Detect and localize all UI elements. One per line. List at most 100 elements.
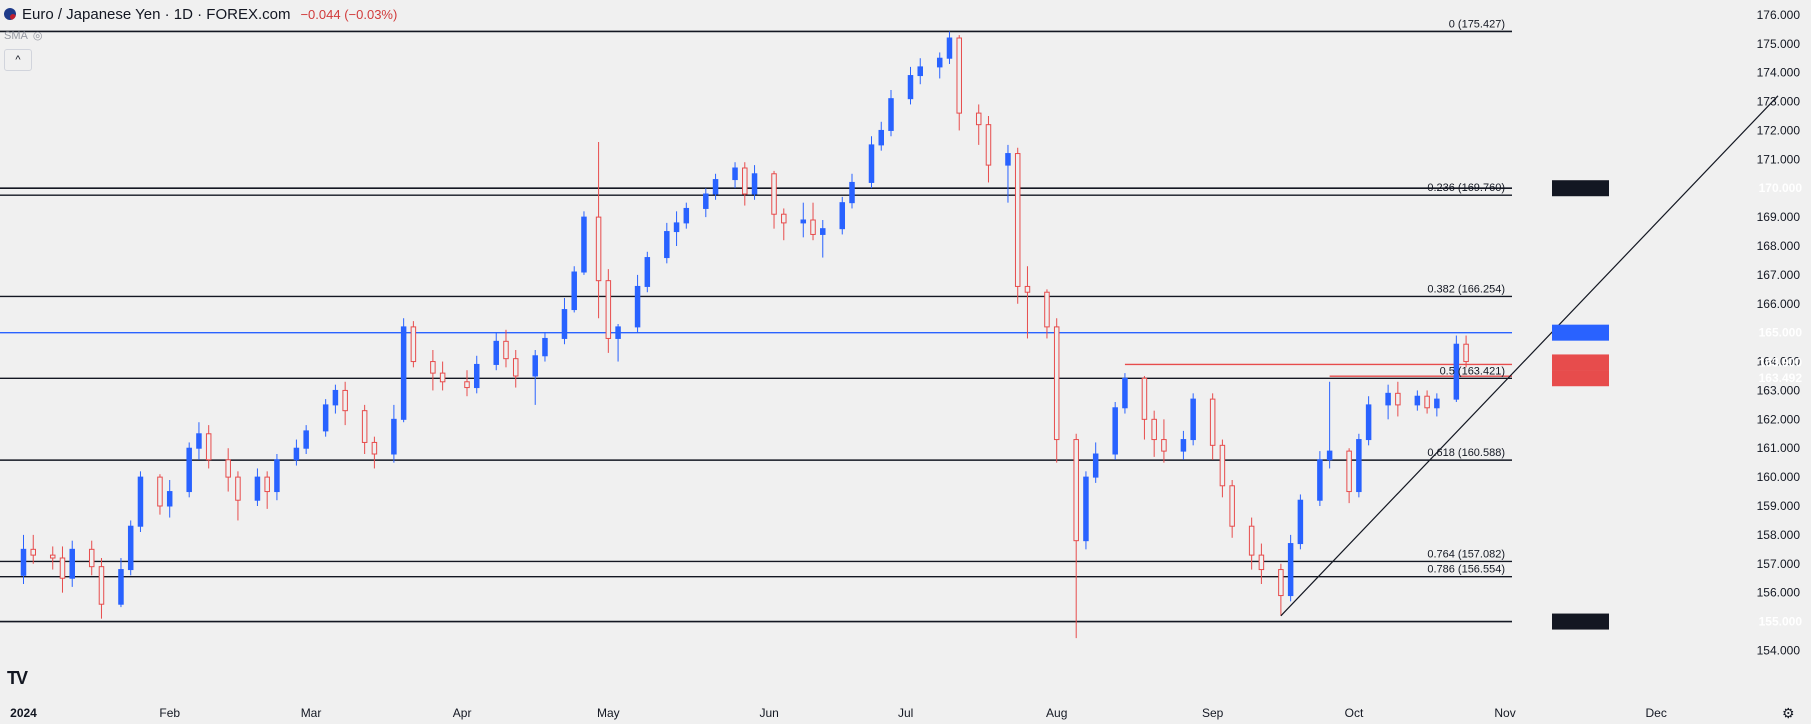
- candle-body: [118, 569, 124, 605]
- candle-body: [1141, 377, 1148, 420]
- price-tick-label: 172.000: [1757, 123, 1801, 137]
- candle-body: [1053, 326, 1060, 441]
- fib-label: 0 (175.427): [1449, 18, 1505, 30]
- time-tick-label: Apr: [453, 706, 472, 720]
- time-axis[interactable]: 2024 Feb Mar Apr May Jun Jul Aug Sep Oct Nov Dec: [10, 706, 1667, 720]
- horizontal-levels: [0, 30, 1512, 623]
- fib-label: 0.786 (156.554): [1427, 564, 1505, 576]
- price-tick-label: 159.000: [1757, 499, 1801, 513]
- time-tick-label: Nov: [1494, 706, 1515, 720]
- time-tick-label: Mar: [301, 706, 322, 720]
- candle-body: [1356, 439, 1362, 493]
- eye-icon[interactable]: ◎: [32, 30, 43, 42]
- candle-body: [956, 37, 962, 114]
- price-change: −0.044 (−0.03%): [300, 6, 398, 22]
- candle-body: [1346, 450, 1352, 493]
- candle-body: [1044, 291, 1050, 328]
- trendline-layer: [1280, 95, 1779, 617]
- candle-body: [888, 98, 894, 131]
- candle-body: [1161, 439, 1167, 452]
- price-tick-label: 173.000: [1757, 95, 1801, 109]
- candle-body: [1317, 459, 1323, 501]
- candle-body: [849, 181, 855, 204]
- sma-label[interactable]: SMA: [4, 29, 28, 42]
- price-tick-label: 162.000: [1757, 412, 1801, 426]
- candle-body: [946, 37, 953, 59]
- price-tick-label: 163.000: [1757, 383, 1801, 397]
- candle-body: [1463, 343, 1469, 363]
- price-label-box: [1552, 613, 1609, 630]
- time-tick-label: Aug: [1046, 706, 1067, 720]
- price-tick-label: 158.000: [1757, 528, 1801, 542]
- candle-body: [771, 173, 777, 215]
- price-tick-label: 176.000: [1757, 8, 1801, 22]
- price-tick-label: 154.000: [1757, 643, 1801, 657]
- red-price-label-text: 163.900: [1759, 355, 1803, 369]
- time-tick-label: Oct: [1345, 706, 1364, 720]
- chevron-up-icon: ^: [15, 54, 21, 66]
- candle-body: [595, 216, 602, 282]
- candle-body: [235, 476, 241, 501]
- red-price-label-box: [1552, 370, 1609, 387]
- candle-body: [1453, 343, 1460, 400]
- candle-body: [410, 326, 417, 363]
- candle-body: [810, 219, 816, 235]
- candle-body: [137, 476, 144, 527]
- candle-body: [634, 285, 641, 328]
- time-tick-label: May: [597, 706, 620, 720]
- candle-body: [644, 257, 651, 287]
- price-tick-label: 156.000: [1757, 586, 1801, 600]
- price-label-box: [1552, 324, 1609, 341]
- candle-body: [1219, 444, 1226, 487]
- candle-body: [1122, 377, 1128, 409]
- candle-body: [1258, 554, 1265, 571]
- candle-body: [512, 358, 519, 377]
- price-tick-label: 161.000: [1757, 441, 1801, 455]
- candle-body: [1083, 476, 1089, 542]
- indicator-legend[interactable]: SMA ◎: [4, 29, 43, 43]
- fib-labels: 0 (175.427) 0.236 (169.760) 0.382 (166.254…: [1427, 18, 1505, 575]
- price-label-box: [1552, 180, 1609, 197]
- trendline: [1280, 95, 1779, 617]
- candle-body: [781, 213, 787, 224]
- time-tick-label: Feb: [159, 706, 180, 720]
- candle-body: [742, 167, 748, 195]
- candle-body: [1414, 395, 1421, 406]
- candle-body: [1365, 404, 1372, 441]
- price-axis[interactable]: 154.000 156.000 157.000 158.000 159.000 160.0…: [1552, 8, 1802, 658]
- fib-label: 0.764 (157.082): [1427, 548, 1505, 560]
- time-tick-label: Dec: [1645, 706, 1666, 720]
- candle-body: [985, 124, 992, 166]
- price-tick-label: 169.000: [1757, 210, 1801, 224]
- candle-body: [332, 389, 339, 406]
- candle-body: [69, 548, 75, 579]
- candle-body: [98, 566, 105, 605]
- tradingview-logo[interactable]: TV: [7, 668, 28, 688]
- time-tick-label: 2024: [10, 706, 37, 720]
- time-tick-label: Jun: [759, 706, 778, 720]
- candle-body: [907, 75, 914, 100]
- candle-body: [1248, 525, 1255, 556]
- collapse-legend-button[interactable]: ^: [4, 49, 32, 71]
- candle-body: [1092, 453, 1099, 478]
- red-price-label-text: 163.492: [1759, 371, 1803, 385]
- flag-icon: [4, 8, 16, 20]
- candle-body: [439, 372, 446, 383]
- price-tick-label: 167.000: [1757, 268, 1801, 282]
- candle-body: [820, 228, 826, 235]
- symbol-title[interactable]: Euro / Japanese Yen · 1D · FOREX.com: [22, 5, 291, 23]
- candle-body: [1180, 439, 1187, 452]
- gear-icon[interactable]: ⚙: [1782, 705, 1795, 721]
- fib-label: 0.618 (160.588): [1427, 447, 1505, 459]
- candles: [20, 31, 1469, 639]
- candle-body: [868, 144, 875, 183]
- candle-body: [1385, 392, 1391, 406]
- fib-label: 0.236 (169.760): [1427, 182, 1505, 194]
- candle-body: [673, 222, 680, 233]
- candle-body: [473, 363, 480, 389]
- price-tick-label: 171.000: [1757, 152, 1801, 166]
- candle-body: [225, 459, 231, 478]
- candle-body: [561, 309, 568, 339]
